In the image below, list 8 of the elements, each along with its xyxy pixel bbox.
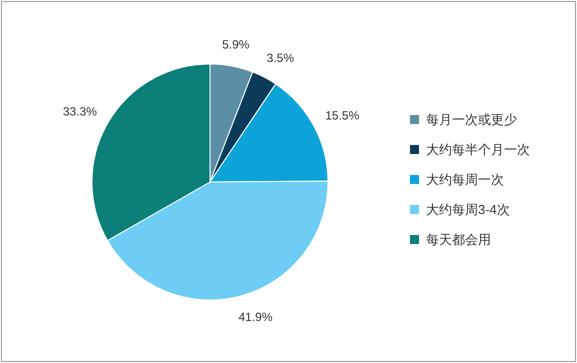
data-label: 3.5%: [266, 50, 294, 65]
legend-label: 每天都会用: [426, 232, 491, 247]
data-label: 33.3%: [62, 104, 98, 119]
legend-label: 大约每周一次: [426, 172, 504, 187]
data-label: 41.9%: [238, 310, 273, 324]
data-label: 15.5%: [325, 108, 360, 123]
data-label: 5.9%: [222, 37, 250, 52]
legend-label: 大约每周3-4次: [426, 202, 510, 217]
